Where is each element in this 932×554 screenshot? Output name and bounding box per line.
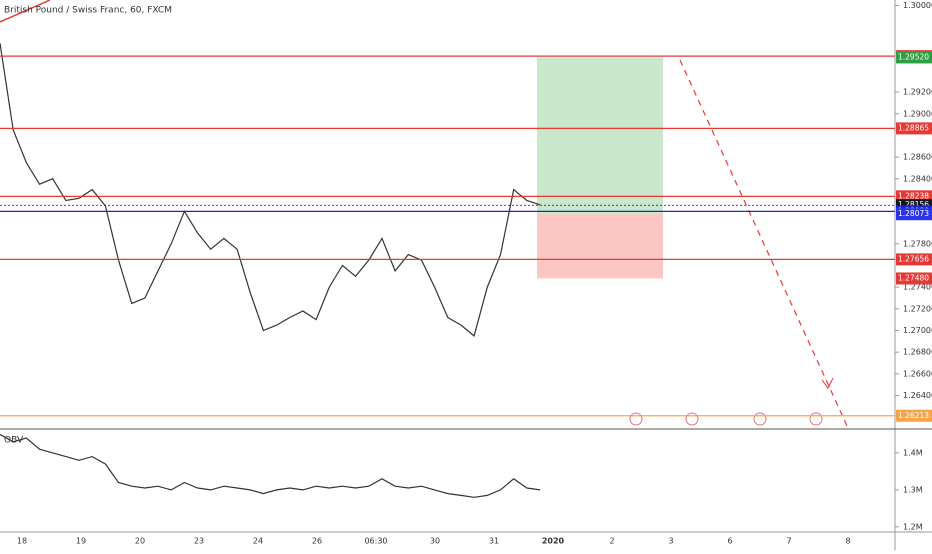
- series-line: [0, 43, 541, 337]
- y-tick-label: 1.28400: [903, 174, 932, 183]
- y-tick-label: 1.30000: [903, 1, 932, 10]
- y-tick-label: 1.3M: [903, 485, 923, 494]
- x-tick-label: 19: [76, 537, 86, 546]
- price-label: 1.27656: [898, 254, 929, 263]
- event-icon: [629, 412, 643, 426]
- price-label-bg: [896, 409, 932, 422]
- y-tick-label: 1.27200: [903, 304, 932, 313]
- trend-line: [0, 0, 51, 23]
- price-label: 1.29520: [898, 52, 929, 61]
- x-tick-label: 20: [135, 537, 145, 546]
- x-tick-label: 24: [253, 537, 263, 546]
- event-icon: [809, 412, 823, 426]
- x-tick-label: 31: [489, 537, 499, 546]
- y-tick-label: 1.27400: [903, 283, 932, 292]
- indicator-name: OBV: [4, 436, 24, 446]
- x-tick-label: 18: [17, 537, 27, 546]
- price-label: 1.28865: [898, 123, 929, 132]
- price-label: 1.27480: [898, 273, 929, 282]
- x-tick-label: 7: [786, 537, 791, 546]
- y-tick-label: 1.26600: [903, 369, 932, 378]
- price-label-bg: [896, 208, 932, 221]
- y-tick-label: 1.26800: [903, 348, 932, 357]
- y-tick-label: 1.4M: [903, 448, 923, 457]
- projection-arrow: [679, 59, 849, 429]
- price-label-bg: [896, 122, 932, 135]
- y-tick-label: 1.26400: [903, 391, 932, 400]
- price-label-bg: [896, 272, 932, 285]
- x-tick-label: 23: [194, 537, 204, 546]
- x-tick-label: 3: [668, 537, 673, 546]
- y-tick-label: 1.29000: [903, 109, 932, 118]
- price-label: 1.28073: [898, 209, 929, 218]
- x-tick-label: 06:30: [364, 537, 387, 546]
- x-tick-label: 30: [430, 537, 440, 546]
- arrow-head: [821, 377, 834, 389]
- x-tick-label: 2: [609, 537, 614, 546]
- event-icon: [753, 412, 767, 426]
- price-label-bg: [896, 51, 932, 64]
- y-tick-label: 1.27800: [903, 239, 932, 248]
- profit-zone: [537, 57, 663, 215]
- x-tick-label: 6: [727, 537, 732, 546]
- loss-zone: [537, 214, 663, 279]
- y-tick-label: 1.29200: [903, 88, 932, 97]
- chart-title: British Pound / Swiss Franc, 60, FXCM: [4, 6, 172, 16]
- x-tick-label: 26: [312, 537, 322, 546]
- price-label-bg: [896, 253, 932, 266]
- x-tick-label: 8: [845, 537, 850, 546]
- y-tick-label: 1.27000: [903, 326, 932, 335]
- price-label: 1.26213: [898, 411, 929, 420]
- x-tick-label: 2020: [542, 537, 565, 546]
- price-label: 1.28238: [898, 191, 929, 200]
- series-line: [0, 433, 541, 498]
- y-tick-label: 1.2M: [903, 522, 923, 531]
- y-tick-label: 1.28600: [903, 153, 932, 162]
- event-icon: [685, 412, 699, 426]
- price-label: 1.28156: [898, 200, 929, 209]
